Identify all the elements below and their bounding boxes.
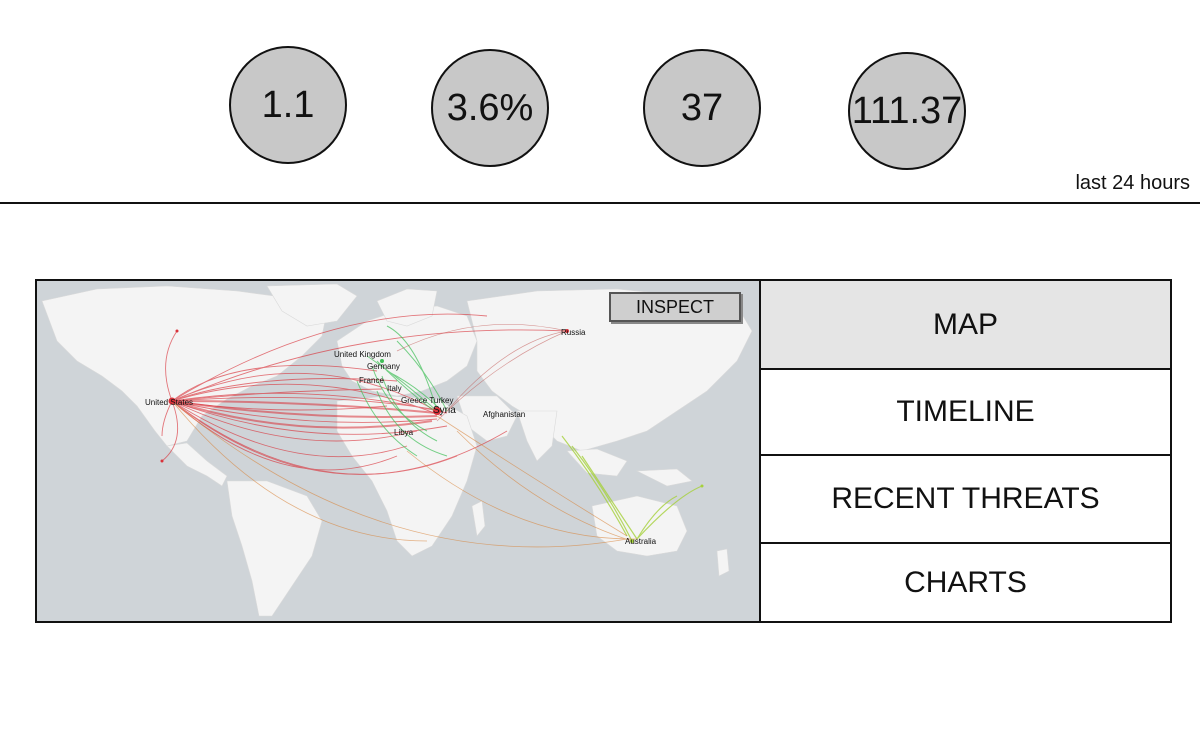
asia-arcs [561,435,703,542]
label-libya: Libya [394,428,414,437]
africa-arcs [171,400,638,548]
threat-map[interactable]: United States United Kingdom Germany Fra… [37,281,759,621]
map-labels: United States United Kingdom Germany Fra… [145,328,657,546]
label-united-kingdom: United Kingdom [334,350,391,359]
dashboard-panel: United States United Kingdom Germany Fra… [35,279,1172,623]
stat-circle: 37 [643,49,761,167]
stat-value: 1.1 [261,83,315,126]
header-divider [0,202,1200,204]
label-italy: Italy [387,384,402,393]
continents [41,283,753,617]
label-australia: Australia [625,537,657,546]
nav-item-map[interactable]: MAP [761,281,1170,370]
stat-value: 37 [680,86,724,129]
map-nodes [160,329,704,543]
label-france: France [359,376,384,385]
stat-value: 3.6% [446,86,534,129]
label-united-states: United States [145,398,193,407]
stats-row: 1.1 3.6% 37 111.37 last 24 hours [0,0,1200,200]
label-syria: Syria [433,405,456,416]
europe-arcs [356,325,448,457]
label-russia: Russia [561,328,586,337]
nav-item-timeline[interactable]: TIMELINE [761,370,1170,456]
side-nav: MAP TIMELINE RECENT THREATS CHARTS [759,281,1170,621]
russia-arcs [396,324,568,422]
stat-circle: 1.1 [229,46,347,164]
label-afghanistan: Afghanistan [483,410,525,419]
label-greece-turkey: Greece Turkey [401,396,453,405]
nav-item-recent-threats[interactable]: RECENT THREATS [761,456,1170,544]
label-germany: Germany [367,362,400,371]
nav-item-charts[interactable]: CHARTS [761,544,1170,621]
stat-circle: 111.37 [848,52,966,170]
stat-value: 111.37 [851,89,963,132]
stat-circle: 3.6% [431,49,549,167]
us-arcs [161,313,568,475]
time-range-label: last 24 hours [1075,172,1190,194]
world-map-svg: United States United Kingdom Germany Fra… [37,281,759,621]
inspect-button[interactable]: INSPECT [609,292,741,322]
